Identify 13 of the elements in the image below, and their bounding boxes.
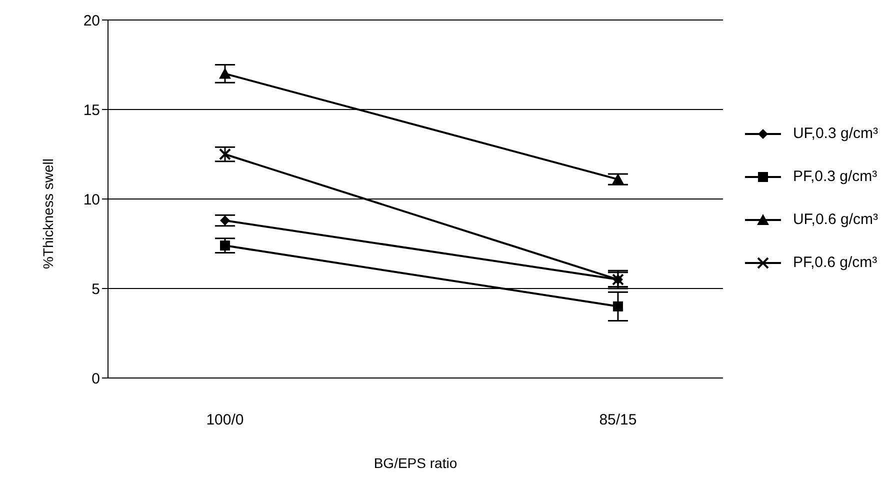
x-tick-label: 100/0 — [206, 412, 244, 429]
y-tick-label: 0 — [92, 370, 100, 388]
y-tick-label: 5 — [92, 280, 100, 298]
legend-label: PF,0.3 g/cm³ — [792, 168, 878, 185]
y-axis-title: %Thickness swell — [40, 158, 56, 269]
x-axis-title: BG/EPS ratio — [374, 455, 458, 471]
y-tick-label: 10 — [83, 191, 100, 208]
legend-label: PF,0.6 g/cm³ — [792, 254, 878, 271]
legend-label: UF,0.3 g/cm³ — [792, 125, 878, 142]
legend-label: UF,0.6 g/cm³ — [792, 211, 878, 228]
y-tick-label: 15 — [83, 102, 100, 119]
x-tick-label: 85/15 — [599, 412, 637, 429]
y-tick-label: 20 — [83, 12, 100, 30]
